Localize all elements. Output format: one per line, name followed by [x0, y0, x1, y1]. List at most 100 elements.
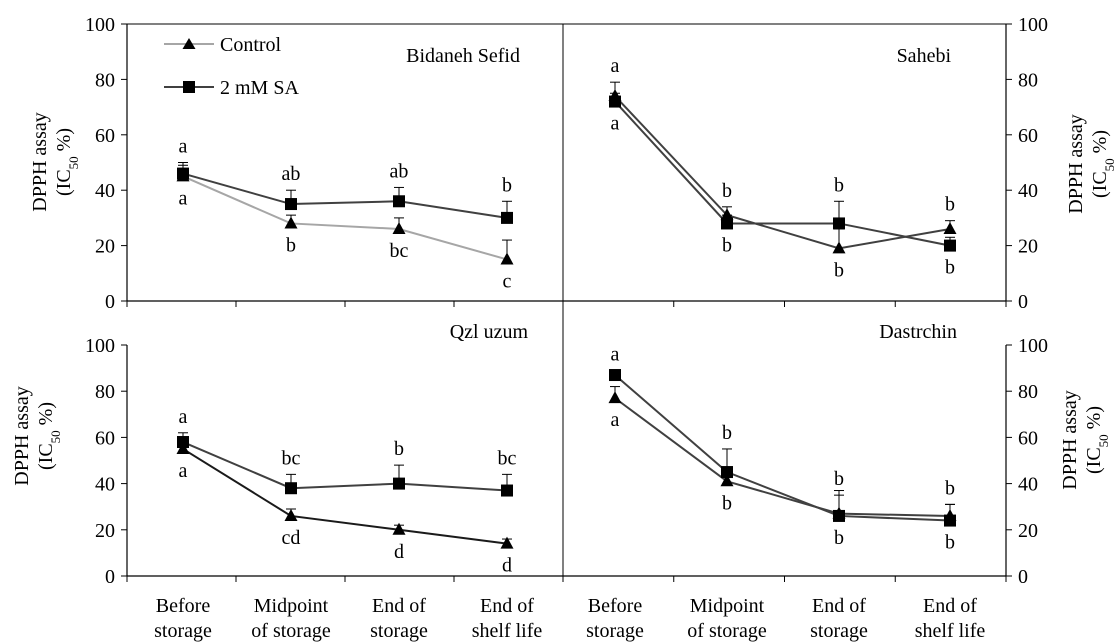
panel-1-y-tick-label: 20: [95, 236, 115, 258]
panel-2-y-tick-label: 60: [1018, 125, 1038, 147]
panel-3-control-point: [392, 522, 406, 535]
x-tick-label-right-3: End of: [812, 595, 866, 617]
panel-2-letter-upper: a: [611, 55, 620, 77]
panel-2-letter-lower: b: [722, 234, 732, 256]
panel-1-letter-lower: b: [286, 234, 296, 256]
panel-4-control-point: [720, 474, 734, 487]
x-tick-label-right-2b: of storage: [687, 620, 767, 642]
panel-1-sa-line: [182, 172, 508, 219]
panel-1-letter-lower: a: [179, 187, 188, 209]
legend-sa-marker: [183, 81, 195, 93]
panel-1-letter-upper: ab: [282, 163, 301, 185]
panel-1-control-point: [284, 216, 298, 229]
panel-4-letter-lower: a: [611, 409, 620, 431]
panel-3-sa-point: [177, 436, 189, 449]
panel-4-letter-upper: a: [611, 343, 620, 365]
legend: Control 2 mM SA: [164, 34, 299, 99]
panel-3-letter-upper: b: [394, 438, 404, 460]
panel-3-y-tick-label: 20: [95, 520, 115, 542]
panel-4-y-tick-label: 0: [1018, 566, 1028, 588]
panel-2-letter-lower: b: [834, 259, 844, 281]
panel-3-sa-point: [501, 484, 513, 497]
x-tick-label-right-4b: shelf life: [915, 620, 986, 642]
panel-2-y-tick-label: 100: [1018, 14, 1048, 36]
panel-3-letter-lower: cd: [282, 527, 301, 549]
x-tick-label-right-2: Midpoint: [690, 595, 765, 617]
panel-3-sa-point: [393, 477, 405, 490]
panel-3-letter-upper: bc: [498, 447, 517, 469]
panel-4-sa-line: [614, 374, 951, 522]
x-tick-label-right-3b: storage: [810, 620, 868, 642]
panel-2-title: Sahebi: [897, 45, 952, 67]
panel-3-control-line: [182, 448, 508, 545]
x-tick-label-left-4: End of: [480, 595, 534, 617]
panel-4-control-point: [608, 391, 622, 404]
panel-3-letter-upper: bc: [282, 447, 301, 469]
x-tick-label-left-2b: of storage: [251, 620, 331, 642]
panel-2-sa-line: [614, 100, 951, 247]
panel-1-y-tick-label: 40: [95, 180, 115, 202]
x-tick-label-left-1b: storage: [154, 620, 212, 642]
panel-2-y-tick-label: 40: [1018, 180, 1038, 202]
panel-2-sa-point: [721, 217, 733, 230]
panel-4-title: Dastrchin: [879, 321, 957, 343]
panel-3-title: Qzl uzum: [450, 321, 529, 343]
panel-3-y-tick-label: 100: [85, 335, 115, 357]
panel-3-y-tick-label: 80: [95, 381, 115, 403]
panel-4-sa-point: [609, 369, 621, 382]
panel-4-sa-point: [721, 466, 733, 479]
panel-2-sa-point: [609, 95, 621, 108]
panel-4-letter-upper: b: [945, 477, 955, 499]
x-tick-label-right-1b: storage: [586, 620, 644, 642]
panel-2-control-point: [943, 221, 957, 234]
panel-1-control-line: [182, 175, 508, 261]
y-axis-title-right-top: DPPH assay: [1065, 114, 1087, 213]
panel-2-y-tick-label: 0: [1018, 291, 1028, 313]
legend-control-label: Control: [220, 34, 282, 56]
x-tick-label-right-4: End of: [923, 595, 977, 617]
panel-1-title: Bidaneh Sefid: [406, 45, 520, 67]
panel-4-sa-point: [833, 509, 845, 522]
panel-2-y-tick-label: 80: [1018, 69, 1038, 91]
panel-4-y-tick-label: 100: [1018, 335, 1048, 357]
panel-4-letter-lower: b: [722, 492, 732, 514]
panel-1-letter-upper: a: [179, 136, 188, 158]
panel-2-control-point: [720, 208, 734, 221]
y-axis-title-left-top: DPPH assay: [29, 112, 51, 211]
panel-1-y-tick-label: 60: [95, 125, 115, 147]
y-axis-title-right-bottom: DPPH assay: [1059, 390, 1081, 489]
panel-2-letter-lower: a: [611, 113, 620, 135]
panel-3-letter-lower: a: [179, 460, 188, 482]
panel-1-y-tick-label: 100: [85, 14, 115, 36]
legend-control-marker: [182, 38, 196, 49]
panel-3-letter-lower: d: [502, 555, 512, 577]
panel-1-letter-upper: ab: [390, 160, 409, 182]
panel-1-sa-point: [177, 167, 189, 180]
panel-2-sa-point: [833, 217, 845, 230]
panel-4-letter-lower: b: [834, 527, 844, 549]
panel-3-letter-upper: a: [179, 406, 188, 428]
x-tick-label-left-1: Before: [156, 595, 211, 617]
panel-4-letter-upper: b: [834, 468, 844, 490]
panel-1-sa-point: [285, 198, 297, 211]
panel-3-y-tick-label: 40: [95, 474, 115, 496]
panel-3-sa-point: [285, 482, 297, 495]
panel-1-letter-lower: c: [503, 270, 512, 292]
x-axis-labels: Before storage Midpoint of storage End o…: [154, 595, 985, 642]
panel-1-control-point: [500, 252, 514, 265]
panel-2-sa-point: [944, 239, 956, 252]
panel-1-y-tick-label: 80: [95, 69, 115, 91]
panel-4-y-tick-label: 60: [1018, 427, 1038, 449]
panel-4-y-tick-label: 20: [1018, 520, 1038, 542]
panel-2-control-point: [832, 241, 846, 254]
panel-4-y-tick-label: 80: [1018, 381, 1038, 403]
panel-2-letter-upper: b: [722, 180, 732, 202]
panel-1-sa-point: [393, 195, 405, 208]
panel-3-letter-lower: d: [394, 541, 404, 563]
panel-4-control-line: [614, 397, 951, 517]
panel-2-letter-upper: b: [945, 194, 955, 216]
legend-sa-label: 2 mM SA: [220, 77, 299, 99]
panel-1-letter-upper: b: [502, 174, 512, 196]
panel-1-letter-lower: bc: [390, 240, 409, 262]
